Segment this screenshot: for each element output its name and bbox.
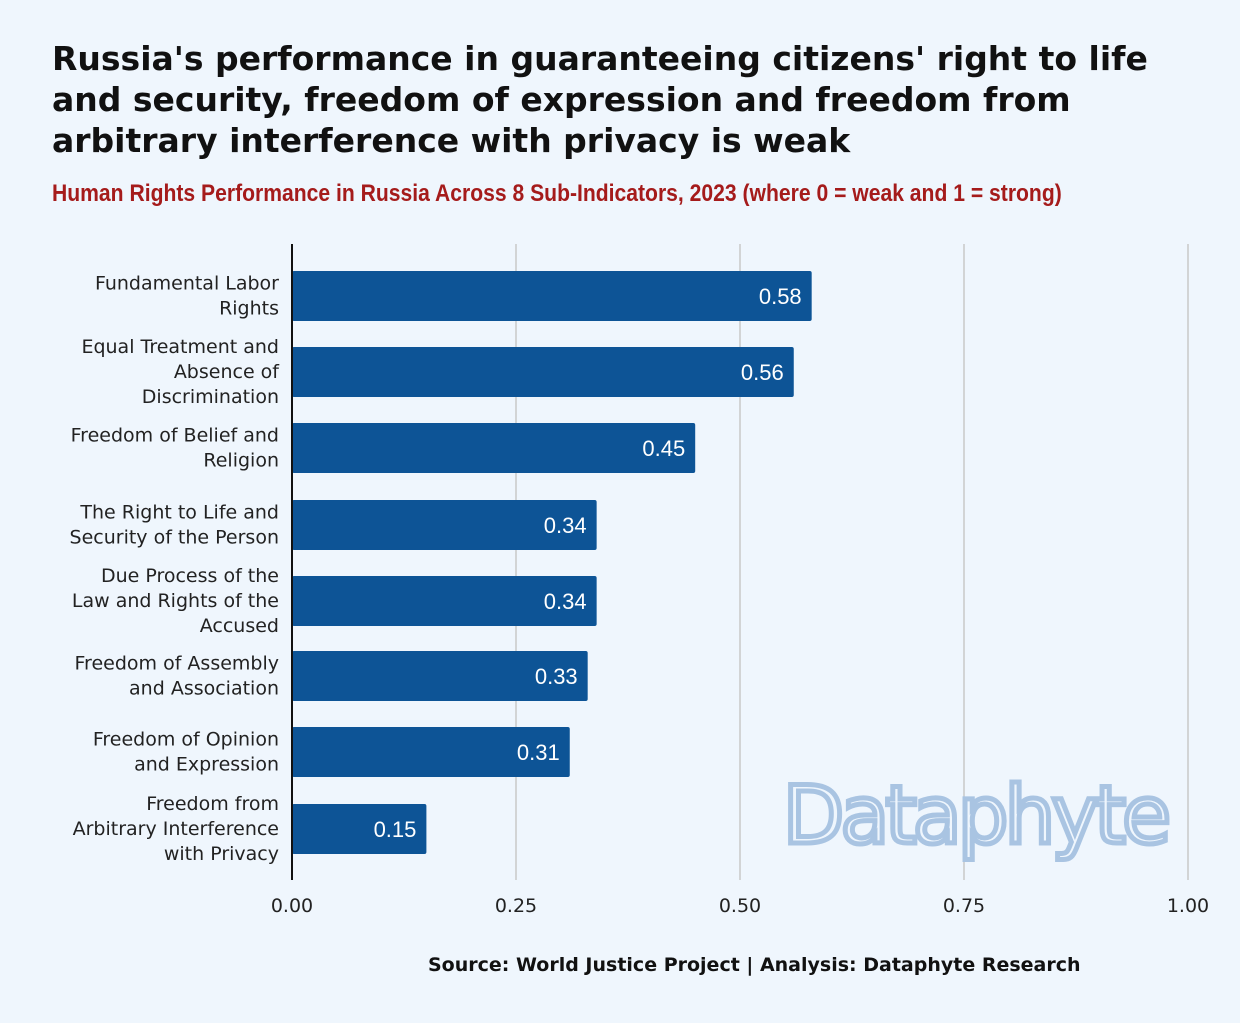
bar-value-label: 0.34 [544,513,587,538]
x-tick-labels: 0.00 0.25 0.50 0.75 1.00 [271,895,1209,917]
bar-value-label: 0.56 [741,360,784,385]
bar [292,423,696,473]
x-tick-label: 0.75 [943,895,985,917]
x-tick-label: 0.00 [271,895,313,917]
bar [292,651,588,701]
source-note: Source: World Justice Project | Analysis… [428,954,1081,976]
x-tick-label: 0.25 [495,895,537,917]
watermark-logo: Dataphyte [783,769,1167,862]
category-label: Freedom of Assembly and Association [75,653,279,700]
category-label: Equal Treatment and Absence of Discriminat… [81,336,280,408]
bar-value-label: 0.31 [517,740,560,765]
category-label: Due Process of the Law and Rights of the A… [72,565,279,637]
bar [292,576,597,626]
category-label: Freedom from Arbitrary Interference with P… [73,793,279,865]
category-label: Freedom of Opinion and Expression [93,729,279,776]
bar-value-label: 0.33 [535,664,578,689]
bar-value-label: 0.34 [544,589,587,614]
bar [292,347,794,397]
category-labels: Fundamental Labor Rights Equal Treatment a… [70,273,281,866]
bar [292,500,597,550]
category-label: Fundamental Labor Rights [95,273,279,320]
bars: 0.58 0.56 0.45 0.34 0.34 0.33 0.31 0.15 [292,271,812,854]
bar-value-label: 0.15 [374,817,417,842]
x-tick-label: 0.50 [719,895,761,917]
bar-value-label: 0.45 [642,436,685,461]
bar-value-label: 0.58 [759,284,802,309]
bar [292,727,570,777]
category-label: The Right to Life and Security of the Per… [70,502,279,549]
x-tick-label: 1.00 [1167,895,1209,917]
chart-title: Russia's performance in guaranteeing cit… [52,39,1148,160]
category-label: Freedom of Belief and Religion [71,425,279,472]
bar [292,804,427,854]
chart-subtitle: Human Rights Performance in Russia Acros… [52,180,1062,207]
bar [292,271,812,321]
